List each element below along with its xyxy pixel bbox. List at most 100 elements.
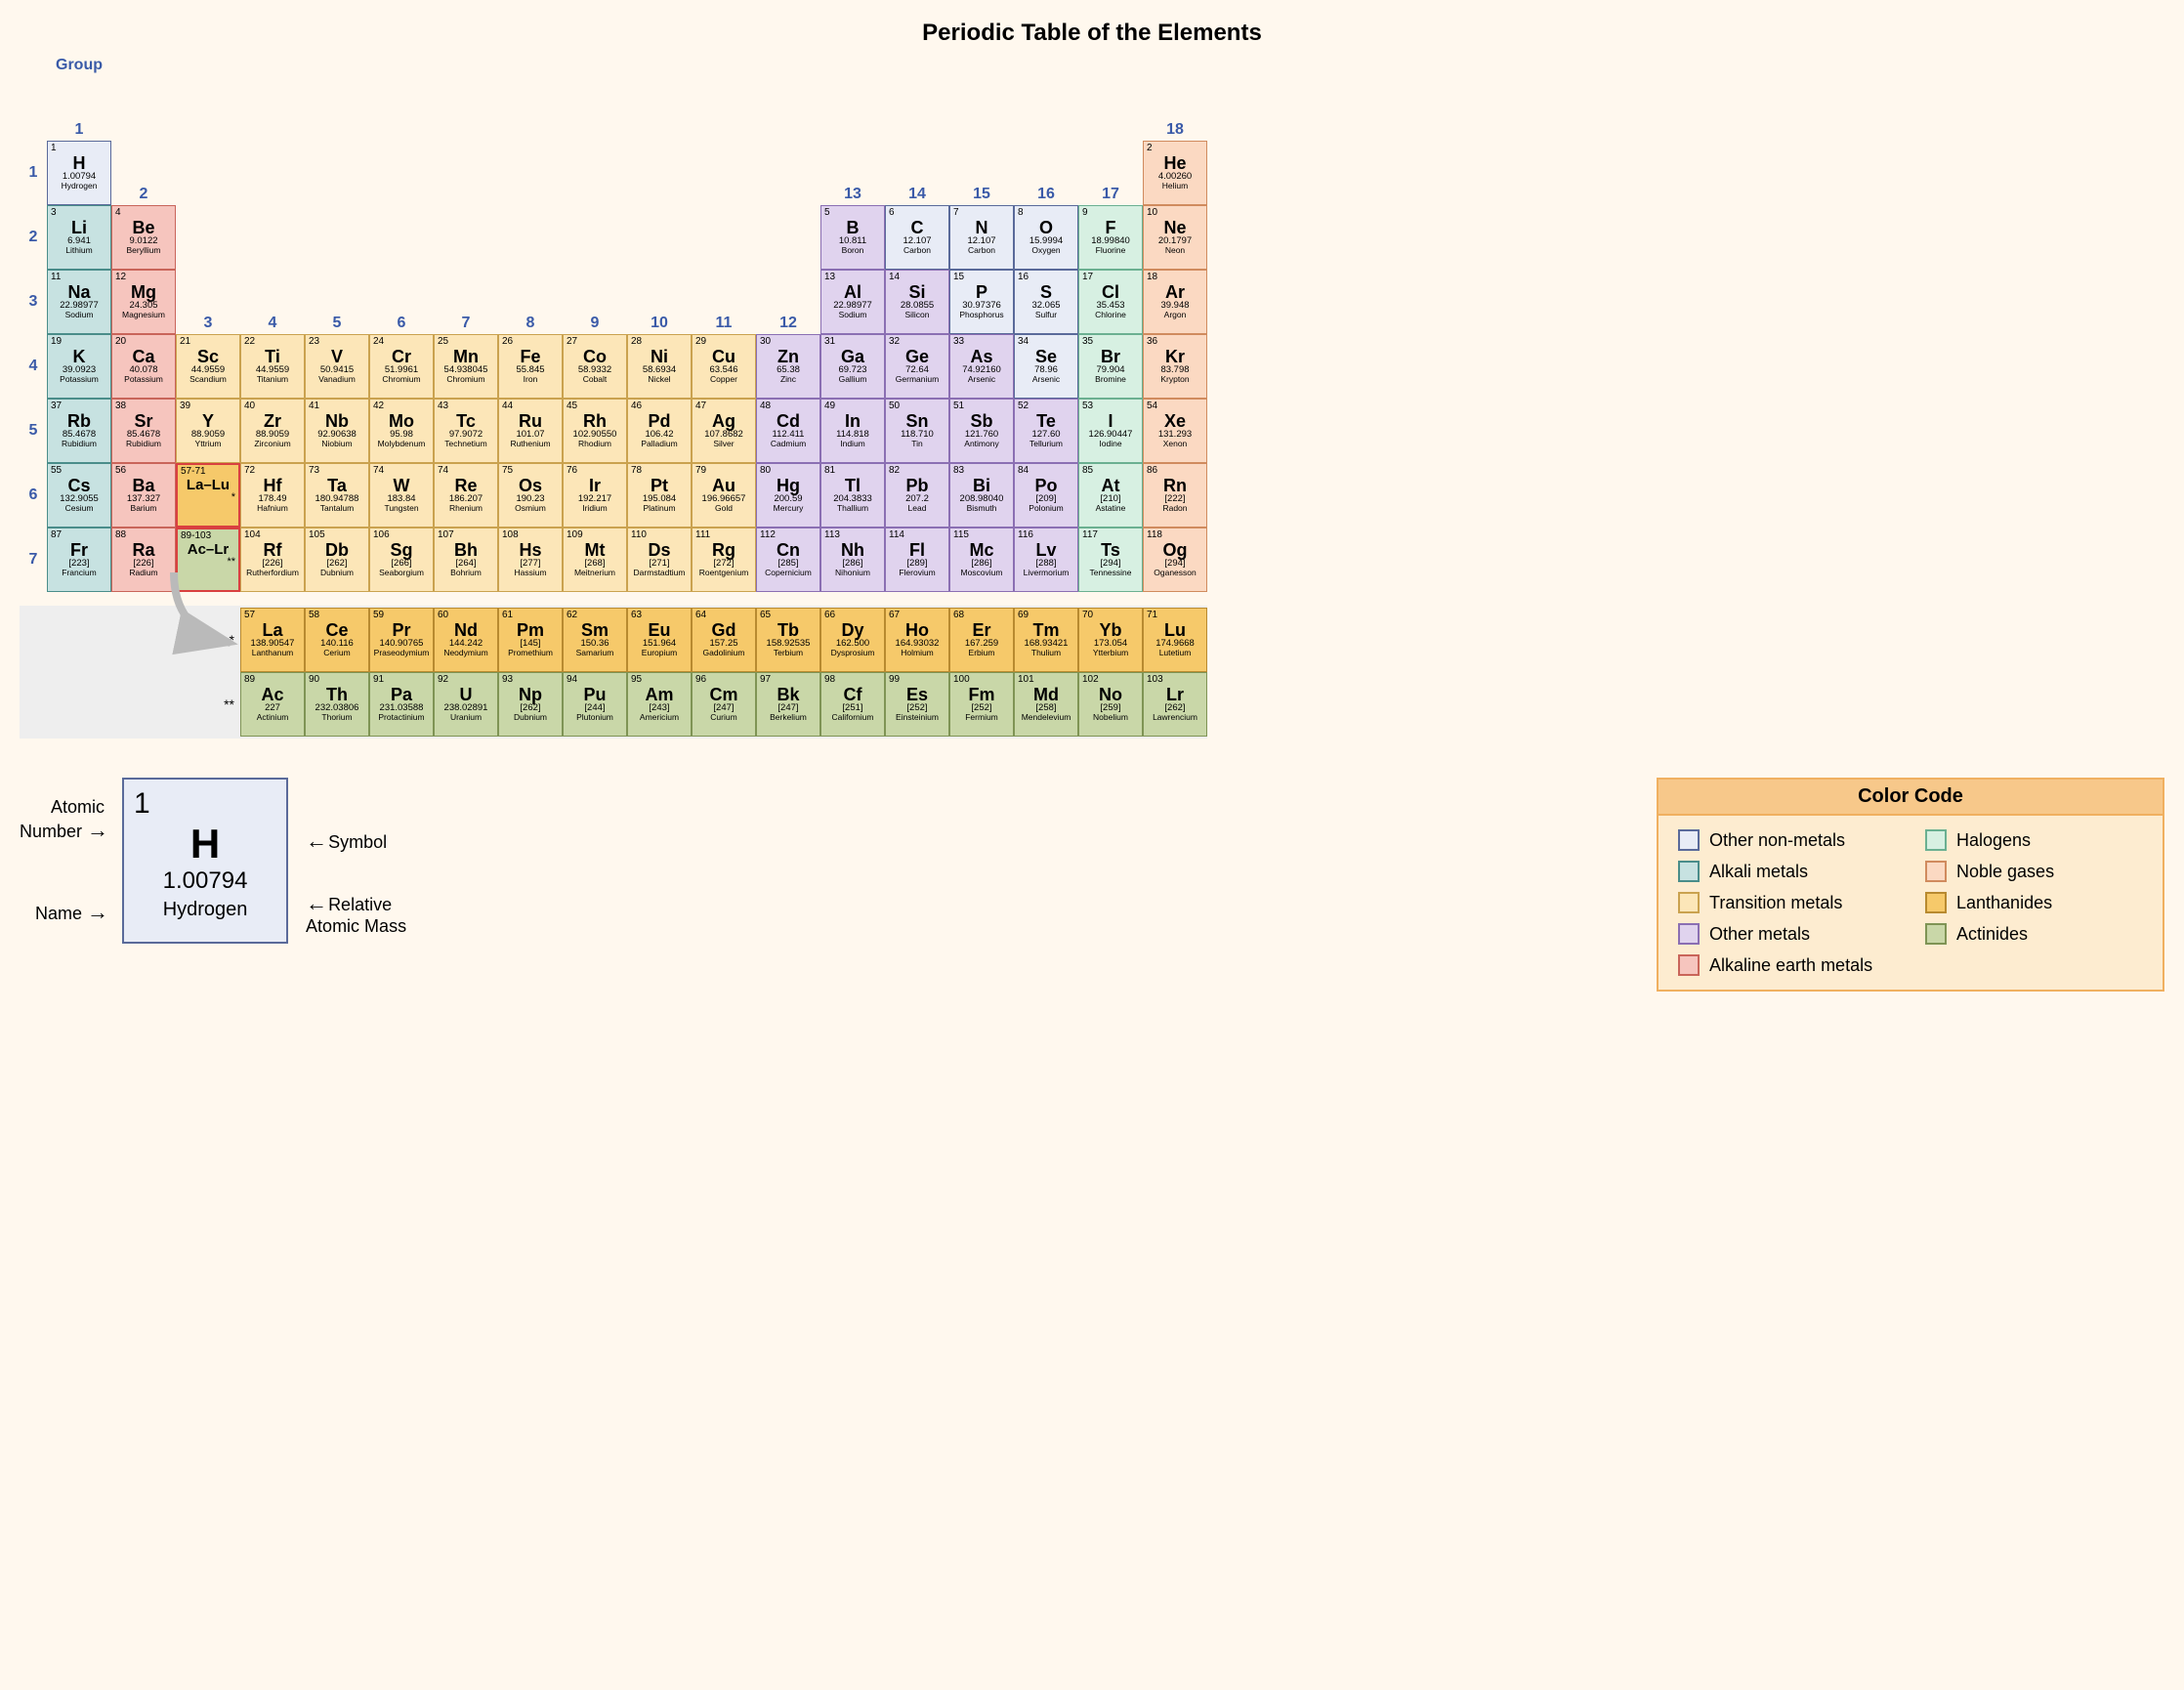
- element-cell: 101Md[258]Mendelevium: [1014, 672, 1078, 737]
- element-cell: 4Be9.0122Beryllium: [111, 205, 176, 270]
- element-cell: 64Gd157.25Gadolinium: [692, 608, 756, 672]
- element-cell: 37Rb85.4678Rubidium: [47, 399, 111, 463]
- element-cell: 28Ni58.6934Nickel: [627, 334, 692, 399]
- element-cell: 109Mt[268]Meitnerium: [563, 528, 627, 592]
- group-label: Group: [47, 57, 111, 76]
- element-cell: 57La138.90547Lanthanum: [240, 608, 305, 672]
- element-cell: 27Co58.9332Cobalt: [563, 334, 627, 399]
- element-cell: 25Mn54.938045Chromium: [434, 334, 498, 399]
- element-cell: 14Si28.0855Silicon: [885, 270, 949, 334]
- element-cell: 94Pu[244]Plutonium: [563, 672, 627, 737]
- element-cell: 13Al22.98977Sodium: [820, 270, 885, 334]
- element-cell: 87Fr[223]Francium: [47, 528, 111, 592]
- legend-item: Actinides: [1925, 923, 2143, 945]
- element-cell: 79Au196.96657Gold: [692, 463, 756, 528]
- group-number: 7: [434, 315, 498, 334]
- element-cell: 105Db[262]Dubnium: [305, 528, 369, 592]
- element-cell: 15P30.97376Phosphorus: [949, 270, 1014, 334]
- element-cell: 65Tb158.92535Terbium: [756, 608, 820, 672]
- element-cell: 16S32.065Sulfur: [1014, 270, 1078, 334]
- element-cell: 104Rf[226]Rutherfordium: [240, 528, 305, 592]
- group-number: 10: [627, 315, 692, 334]
- element-cell: 42Mo95.98Molybdenum: [369, 399, 434, 463]
- group-number: 14: [885, 186, 949, 205]
- element-cell: 49In114.818Indium: [820, 399, 885, 463]
- group-number: 13: [820, 186, 885, 205]
- element-cell: 78Pt195.084Platinum: [627, 463, 692, 528]
- legend-swatch: [1678, 861, 1700, 882]
- group-number: 17: [1078, 186, 1143, 205]
- element-cell: 69Tm168.93421Thulium: [1014, 608, 1078, 672]
- element-cell: 55Cs132.9055Cesium: [47, 463, 111, 528]
- element-cell: 46Pd106.42Palladium: [627, 399, 692, 463]
- element-cell: 111Rg[272]Roentgenium: [692, 528, 756, 592]
- legend-swatch: [1925, 892, 1947, 913]
- element-cell: 98Cf[251]Californium: [820, 672, 885, 737]
- group-number: 1: [47, 121, 111, 141]
- bottom-section: Atomic Number → Name → 1 H 1.00794 Hydro…: [20, 778, 2164, 992]
- legend-item: Noble gases: [1925, 861, 2143, 882]
- key-name: Hydrogen: [134, 899, 276, 921]
- element-cell: 107Bh[264]Bohrium: [434, 528, 498, 592]
- element-cell: 40Zr88.9059Zirconium: [240, 399, 305, 463]
- period-number: 1: [20, 164, 47, 182]
- element-cell: 30Zn65.38Zinc: [756, 334, 820, 399]
- range-cell: 57-71La–Lu*: [176, 463, 240, 528]
- legend-swatch: [1678, 829, 1700, 851]
- element-cell: 56Ba137.327Barium: [111, 463, 176, 528]
- element-cell: 7N12.107Carbon: [949, 205, 1014, 270]
- legend-item: Alkali metals: [1678, 861, 1896, 882]
- element-cell: 113Nh[286]Nihonium: [820, 528, 885, 592]
- group-number: 3: [176, 315, 240, 334]
- key-label-name: Name →: [35, 900, 105, 925]
- element-cell: 51Sb121.760Antimony: [949, 399, 1014, 463]
- element-cell: 92U238.02891Uranium: [434, 672, 498, 737]
- legend-swatch: [1925, 861, 1947, 882]
- legend-swatch: [1678, 892, 1700, 913]
- element-cell: 22Ti44.9559Titanium: [240, 334, 305, 399]
- element-cell: 21Sc44.9559Scandium: [176, 334, 240, 399]
- element-cell: 84Po[209]Polonium: [1014, 463, 1078, 528]
- element-cell: 45Rh102.90550Rhodium: [563, 399, 627, 463]
- element-cell: 72Hf178.49Hafnium: [240, 463, 305, 528]
- element-cell: 102No[259]Nobelium: [1078, 672, 1143, 737]
- legend-swatch: [1925, 829, 1947, 851]
- key-num: 1: [134, 787, 276, 821]
- period-number: 6: [20, 486, 47, 504]
- element-cell: 115Mc[286]Moscovium: [949, 528, 1014, 592]
- element-cell: 35Br79.904Bromine: [1078, 334, 1143, 399]
- element-cell: 48Cd112.411Cadmium: [756, 399, 820, 463]
- legend-swatch: [1678, 923, 1700, 945]
- element-cell: 114Fl[289]Flerovium: [885, 528, 949, 592]
- legend-item: Alkaline earth metals: [1678, 954, 1896, 976]
- key-diagram: Atomic Number → Name → 1 H 1.00794 Hydro…: [20, 778, 406, 944]
- group-number: 9: [563, 315, 627, 334]
- element-cell: 58Ce140.116Cerium: [305, 608, 369, 672]
- period-number: 2: [20, 229, 47, 246]
- element-cell: 24Cr51.9961Chromium: [369, 334, 434, 399]
- element-cell: 71Lu174.9668Lutetium: [1143, 608, 1207, 672]
- element-cell: 23V50.9415Vanadium: [305, 334, 369, 399]
- element-cell: 100Fm[252]Fermium: [949, 672, 1014, 737]
- element-cell: 96Cm[247]Curium: [692, 672, 756, 737]
- key-mass: 1.00794: [134, 867, 276, 895]
- group-number: 18: [1143, 121, 1207, 141]
- element-cell: 66Dy162.500Dysprosium: [820, 608, 885, 672]
- element-cell: 74W183.84Tungsten: [369, 463, 434, 528]
- period-number: 4: [20, 358, 47, 375]
- element-cell: 26Fe55.845Iron: [498, 334, 563, 399]
- element-cell: 20Ca40.078Potassium: [111, 334, 176, 399]
- element-cell: 90Th232.03806Thorium: [305, 672, 369, 737]
- group-number: 16: [1014, 186, 1078, 205]
- key-label-mass: ← Relative Atomic Mass: [306, 891, 406, 937]
- element-cell: 75Os190.23Osmium: [498, 463, 563, 528]
- element-cell: 82Pb207.2Lead: [885, 463, 949, 528]
- element-cell: 33As74.92160Arsenic: [949, 334, 1014, 399]
- element-cell: 1H1.00794Hydrogen: [47, 141, 111, 205]
- element-cell: 59Pr140.90765Praseodymium: [369, 608, 434, 672]
- group-number: 12: [756, 315, 820, 334]
- element-cell: 9F18.99840Fluorine: [1078, 205, 1143, 270]
- element-cell: 67Ho164.93032Holmium: [885, 608, 949, 672]
- element-cell: 97Bk[247]Berkelium: [756, 672, 820, 737]
- element-cell: 110Ds[271]Darmstadtium: [627, 528, 692, 592]
